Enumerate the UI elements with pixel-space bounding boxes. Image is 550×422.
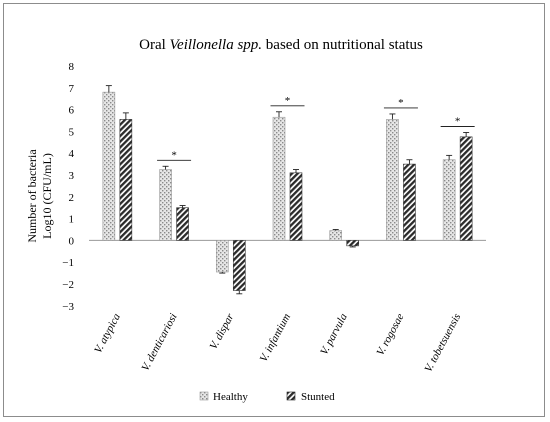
x-tick-label: V. denticariosi bbox=[139, 312, 179, 374]
significance-marker: * bbox=[171, 149, 177, 161]
bar-stunted bbox=[459, 136, 473, 241]
legend: Healthy Stunted bbox=[199, 391, 335, 403]
bar-healthy bbox=[386, 119, 399, 241]
bar-stunted bbox=[176, 207, 189, 241]
x-tick-label: V. dispar bbox=[208, 311, 237, 352]
bar-healthy bbox=[442, 159, 456, 241]
x-tick-label: V. rogosae bbox=[374, 311, 406, 357]
legend-swatch-stunted bbox=[286, 391, 296, 401]
legend-label-healthy: Healthy bbox=[213, 391, 248, 403]
y-tick-label: 7 bbox=[69, 83, 75, 95]
y-axis-title: Number of bacteria Log10 (CFU/mL) bbox=[25, 149, 54, 243]
bar-healthy bbox=[329, 230, 343, 241]
y-tick-label: 0 bbox=[69, 235, 75, 247]
significance-marker: * bbox=[398, 97, 404, 109]
y-tick-label: 6 bbox=[69, 105, 75, 117]
x-tick-label: V. parvula bbox=[318, 311, 350, 357]
y-tick-label: 3 bbox=[69, 170, 75, 182]
plot-area: 8 7 6 5 4 3 2 1 0 −1 −2 −3 V. atypica V. denticariosi… bbox=[62, 61, 486, 374]
y-axis-title-line1: Number of bacteria bbox=[25, 149, 39, 243]
y-tick-label: 2 bbox=[69, 192, 75, 204]
bar-stunted bbox=[403, 163, 416, 241]
y-tick-label: 1 bbox=[69, 214, 75, 226]
bar-stunted bbox=[346, 240, 360, 247]
y-axis-title-line2: Log10 (CFU/mL) bbox=[40, 153, 54, 239]
x-tick-label: V. tobetsuensis bbox=[422, 312, 463, 375]
bar-stunted bbox=[289, 172, 303, 241]
significance-marker: * bbox=[285, 95, 291, 107]
bar-stunted bbox=[119, 119, 133, 241]
bar-healthy bbox=[215, 240, 229, 273]
bar-healthy bbox=[272, 116, 286, 241]
x-tick-label: V. atypica bbox=[92, 311, 123, 355]
bar-healthy bbox=[159, 169, 172, 241]
legend-label-stunted: Stunted bbox=[301, 391, 335, 403]
y-tick-label: 5 bbox=[69, 126, 75, 138]
chart-title: Oral Veillonella spp. based on nutrition… bbox=[139, 37, 423, 53]
significance-marker: * bbox=[455, 115, 461, 127]
y-tick-label: −3 bbox=[62, 301, 74, 313]
y-tick-label: 4 bbox=[69, 148, 75, 160]
y-tick-label: −2 bbox=[62, 279, 74, 291]
y-tick-label: 8 bbox=[69, 61, 75, 73]
y-tick-label: −1 bbox=[62, 257, 74, 269]
x-tick-label: V. infantium bbox=[258, 312, 293, 364]
bar-healthy bbox=[102, 91, 116, 241]
legend-swatch-healthy bbox=[199, 391, 209, 401]
bar-stunted bbox=[232, 240, 246, 291]
